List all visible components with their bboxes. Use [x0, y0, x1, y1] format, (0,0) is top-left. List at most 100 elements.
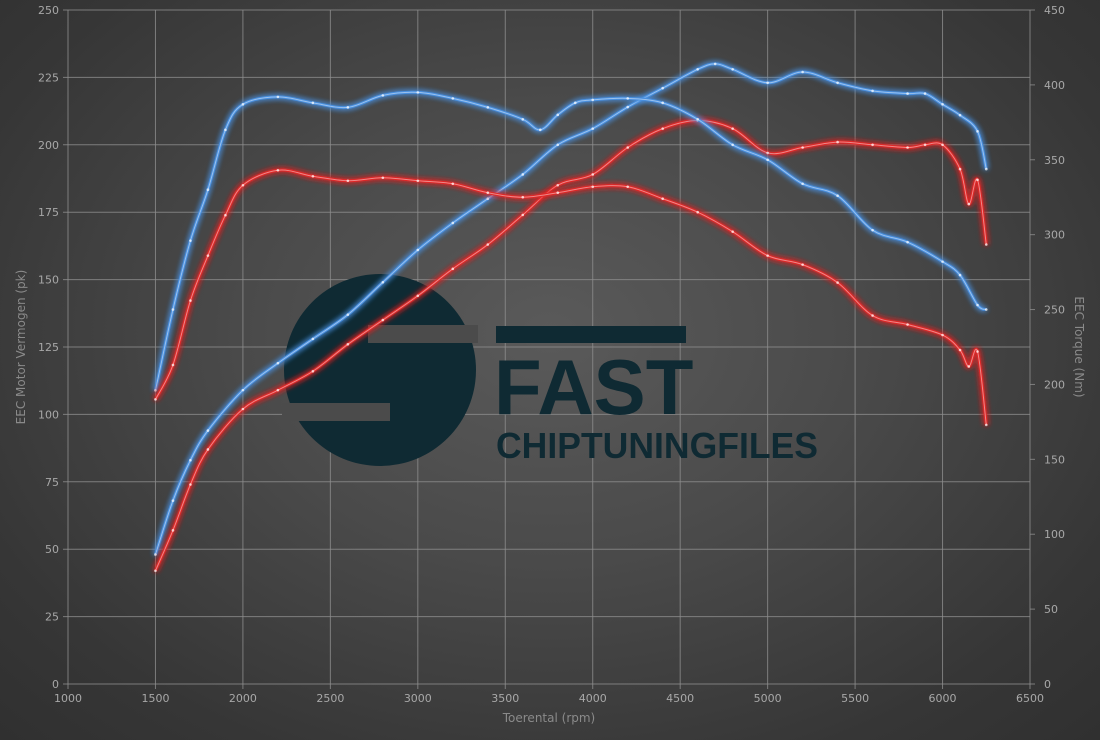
data-point [451, 182, 455, 186]
y-tick-label: 100 [38, 408, 59, 421]
data-point [984, 167, 988, 171]
data-point [731, 68, 734, 71]
data-point [206, 188, 210, 192]
data-point [556, 183, 560, 187]
data-point [206, 448, 210, 451]
data-point [661, 86, 664, 90]
series-line-highlight [154, 63, 987, 555]
series-line [154, 119, 988, 572]
data-point [661, 127, 664, 130]
data-point [836, 281, 839, 284]
data-point [171, 529, 175, 532]
series-line-highlight [155, 169, 987, 425]
data-point [206, 254, 210, 257]
data-point [556, 143, 560, 147]
y-tick-label: 125 [38, 341, 59, 354]
data-point [941, 260, 944, 263]
data-point [154, 389, 157, 392]
data-point [661, 101, 664, 105]
x-tick-label: 2500 [316, 692, 344, 705]
y-tick-label: 25 [45, 611, 59, 624]
data-point [241, 388, 245, 392]
data-point [766, 151, 769, 155]
y-tick-label: 175 [38, 206, 59, 219]
data-point [416, 248, 420, 252]
x-tick-label: 1000 [54, 692, 82, 705]
x-axis-title: Toerental (rpm) [502, 711, 595, 725]
y2-tick-label: 150 [1044, 453, 1065, 466]
y2-tick-label: 100 [1044, 528, 1065, 541]
data-point [171, 308, 175, 311]
data-point [626, 97, 630, 100]
x-tick-label: 4000 [579, 692, 607, 705]
data-point [906, 323, 909, 326]
data-point [486, 243, 490, 246]
data-point [626, 105, 630, 109]
data-point [276, 361, 280, 365]
data-point [521, 213, 525, 217]
data-point [486, 197, 490, 201]
data-point [311, 369, 315, 373]
data-point [591, 185, 595, 189]
data-point [538, 128, 542, 132]
data-point [591, 98, 595, 102]
series-3-torque [154, 168, 988, 427]
data-point [984, 423, 988, 427]
y-tick-label: 250 [38, 4, 59, 17]
data-point [958, 167, 962, 171]
svg-text:FAST: FAST [494, 343, 693, 431]
data-point [626, 185, 630, 189]
series-2-torque [153, 90, 988, 392]
data-point [731, 127, 734, 130]
data-point [154, 398, 157, 401]
data-point [923, 92, 927, 95]
y-tick-label: 200 [38, 139, 59, 152]
y2-tick-label: 250 [1044, 304, 1065, 317]
y-tick-label: 50 [45, 543, 59, 556]
data-point [713, 62, 717, 66]
x-tick-label: 5000 [754, 692, 782, 705]
data-point [381, 280, 385, 284]
data-point [958, 273, 962, 277]
data-point [189, 458, 192, 462]
data-point [967, 202, 971, 206]
data-point [521, 173, 525, 176]
y2-tick-label: 350 [1044, 154, 1065, 167]
data-point [871, 143, 874, 147]
data-point [836, 81, 839, 85]
data-point [573, 101, 577, 105]
data-point [731, 143, 734, 147]
data-point [171, 363, 175, 367]
y-tick-label: 75 [45, 476, 59, 489]
data-point [696, 210, 699, 214]
data-point [189, 483, 192, 486]
data-point [906, 146, 909, 149]
x-tick-label: 6000 [929, 692, 957, 705]
data-point [731, 230, 734, 233]
y2-tick-label: 450 [1044, 4, 1065, 17]
data-point [451, 97, 455, 100]
data-point [801, 146, 804, 149]
y2-tick-label: 200 [1044, 378, 1065, 391]
data-point [984, 308, 988, 311]
data-point [521, 195, 525, 199]
data-point [871, 89, 874, 93]
data-point [871, 314, 874, 317]
data-point [626, 146, 630, 149]
x-tick-label: 4500 [666, 692, 694, 705]
y2-tick-label: 50 [1044, 603, 1058, 616]
data-point [241, 407, 245, 411]
y-tick-label: 150 [38, 274, 59, 287]
series-0-power [154, 62, 988, 556]
data-point [206, 429, 210, 432]
data-point [171, 499, 175, 502]
data-point [276, 95, 280, 99]
data-point [976, 178, 979, 182]
series-line [154, 62, 988, 556]
y2-tick-label: 400 [1044, 79, 1065, 92]
data-point [766, 254, 769, 257]
y2-axis-title: EEC Torque (Nm) [1072, 296, 1086, 397]
data-point [451, 221, 455, 225]
y-tick-label: 225 [38, 71, 59, 84]
